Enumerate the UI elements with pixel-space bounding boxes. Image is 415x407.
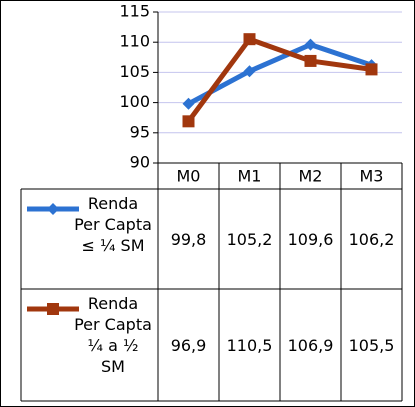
y-tick-label: 115 <box>119 2 150 21</box>
table-value: 105,5 <box>348 335 395 355</box>
x-tick-label: M2 <box>299 167 323 186</box>
y-tick-label: 105 <box>119 62 150 81</box>
marker <box>365 63 378 76</box>
series-line <box>187 42 373 107</box>
x-tick-label: M3 <box>360 167 384 186</box>
marker <box>182 97 195 110</box>
marker <box>304 54 317 67</box>
legend-label: Renda Per Capta ¼ a ½ SM <box>74 294 152 376</box>
table-value: 106,9 <box>287 335 334 355</box>
marker <box>243 33 256 46</box>
x-tick-label: M1 <box>238 167 262 186</box>
table-value: 110,5 <box>226 335 273 355</box>
marker <box>243 65 256 78</box>
y-tick-label: 110 <box>119 32 150 51</box>
table-value: 99,8 <box>170 229 207 249</box>
legend-label: Renda Per Capta ≤ ¼ SM <box>74 194 152 255</box>
y-tick-label: 100 <box>119 92 150 111</box>
y-tick-label: 90 <box>130 153 150 172</box>
marker <box>47 303 59 315</box>
series-line <box>186 36 372 123</box>
table-value: 109,6 <box>287 229 334 249</box>
table-value: 106,2 <box>348 229 395 249</box>
x-tick-label: M0 <box>177 167 201 186</box>
marker <box>304 38 317 51</box>
marker <box>47 203 59 215</box>
y-tick-label: 95 <box>130 122 150 141</box>
table-value: 105,2 <box>226 229 273 249</box>
table-value: 96,9 <box>170 335 207 355</box>
marker <box>182 115 195 128</box>
